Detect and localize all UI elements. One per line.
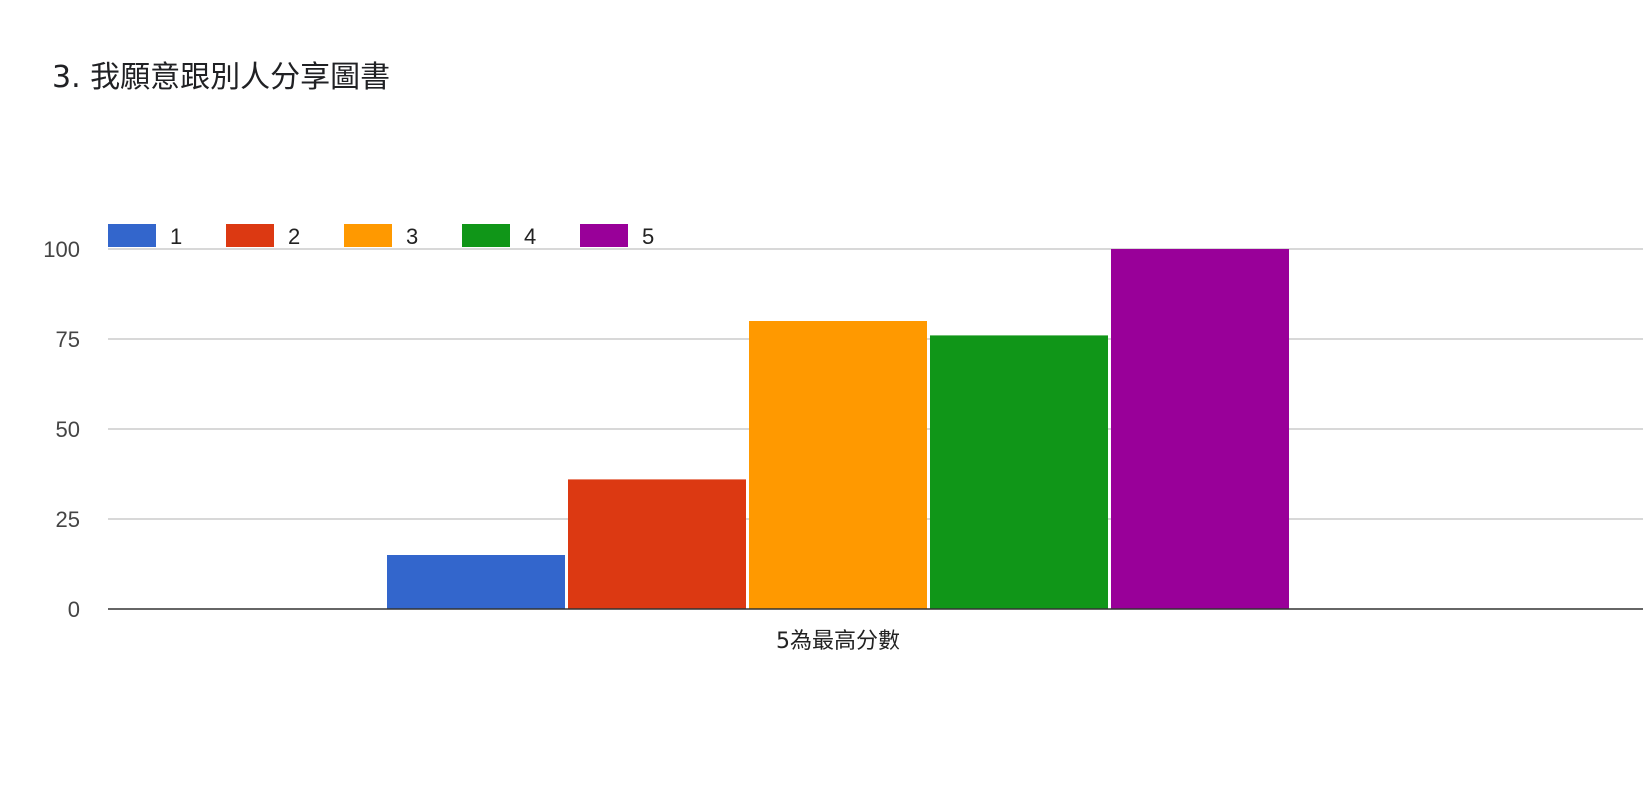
legend-swatch-5: [580, 224, 628, 247]
legend-swatch-4: [462, 224, 510, 247]
legend-label-4: 4: [524, 224, 536, 249]
bar-series-2: [568, 479, 746, 609]
legend-label-1: 1: [170, 224, 182, 249]
y-tick-label: 100: [43, 237, 80, 262]
legend-swatch-3: [344, 224, 392, 247]
x-category-label: 5為最高分數: [776, 629, 900, 654]
question-title: 3. 我願意跟別人分享圖書: [52, 60, 391, 95]
y-tick-label: 50: [56, 417, 80, 442]
y-tick-label: 0: [68, 597, 80, 622]
legend-label-5: 5: [642, 224, 654, 249]
bar-series-5: [1111, 249, 1289, 609]
legend-label-3: 3: [406, 224, 418, 249]
legend-label-2: 2: [288, 224, 300, 249]
bar-series-1: [387, 555, 565, 609]
y-tick-label: 75: [56, 327, 80, 352]
legend-swatch-2: [226, 224, 274, 247]
bar-series-3: [749, 321, 927, 609]
y-tick-label: 25: [56, 507, 80, 532]
bar-series-4: [930, 335, 1108, 609]
legend-swatch-1: [108, 224, 156, 247]
